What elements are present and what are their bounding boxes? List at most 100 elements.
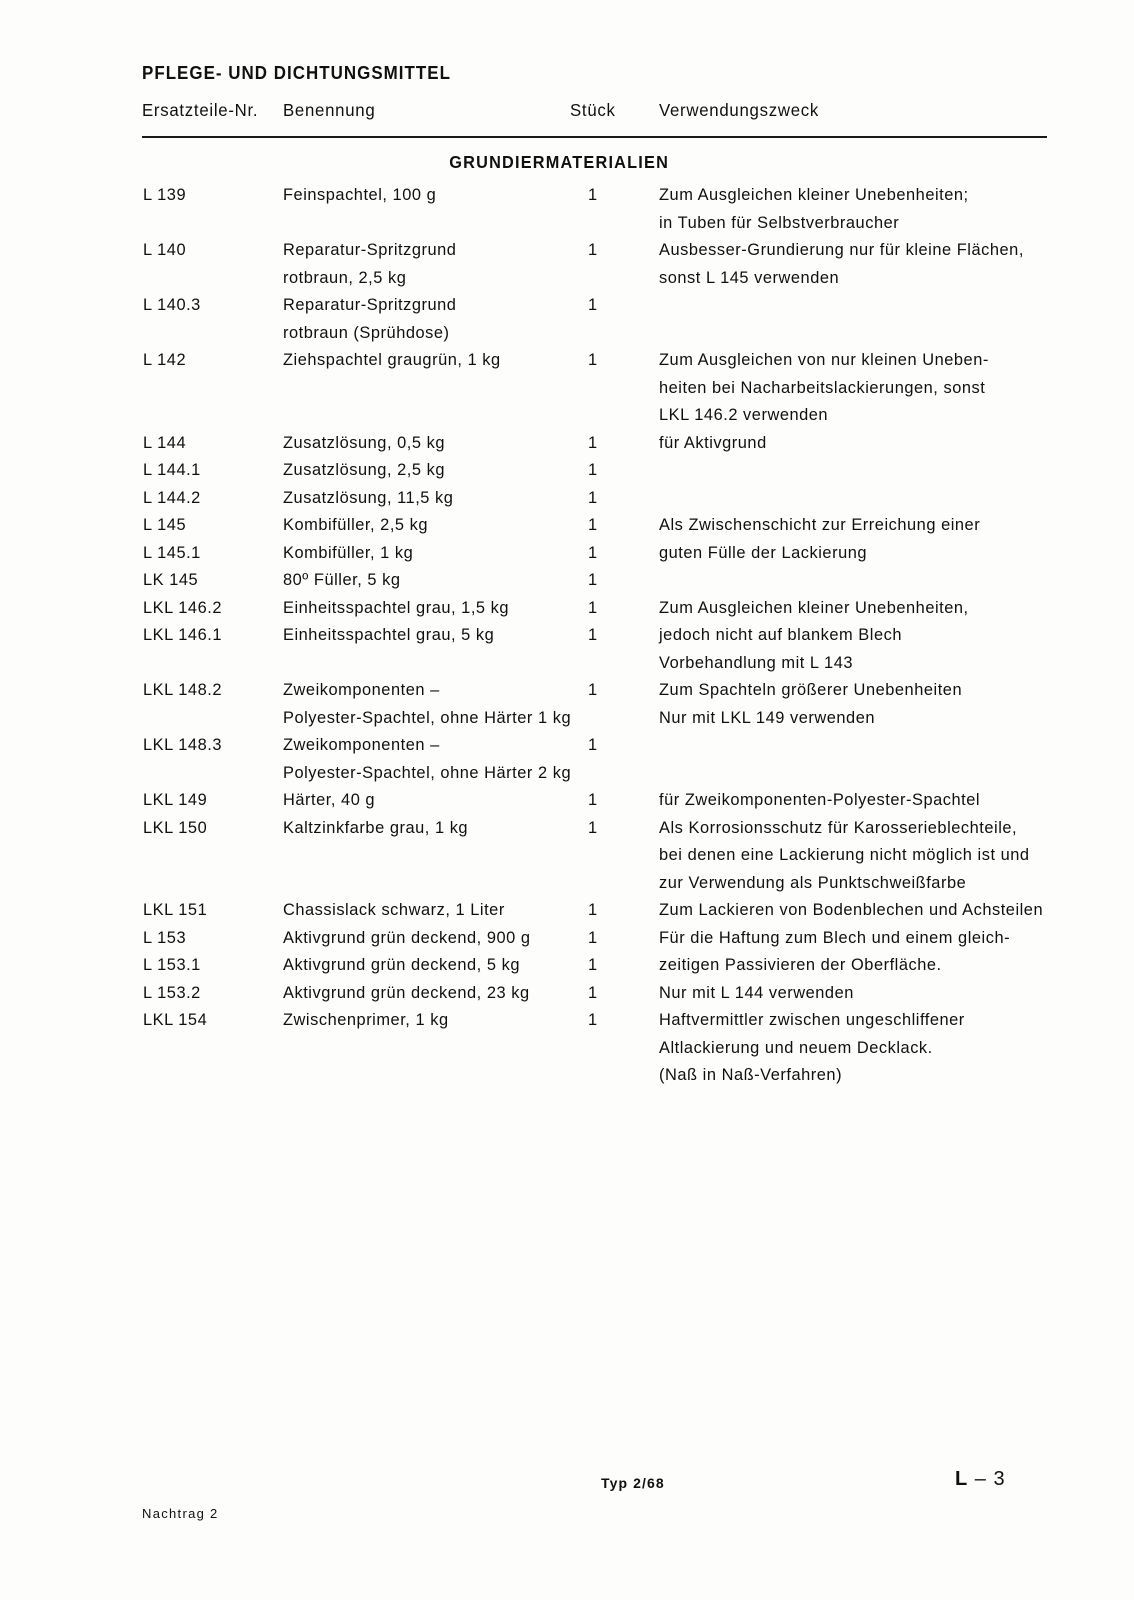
cell-designation: Zusatzlösung, 11,5 kg: [283, 488, 454, 507]
column-header-designation: Benennung: [283, 100, 376, 120]
cell-part-number: L 140: [143, 240, 187, 259]
footer-type-code: Typ 2/68: [601, 1475, 665, 1491]
cell-quantity: 1: [588, 543, 598, 562]
cell-purpose: jedoch nicht auf blankem Blech: [659, 625, 902, 644]
cell-purpose: zeitigen Passivieren der Oberfläche.: [659, 955, 942, 974]
document-title: PFLEGE- UND DICHTUNGSMITTEL: [142, 63, 451, 83]
cell-quantity: 1: [588, 570, 598, 589]
cell-purpose: guten Fülle der Lackierung: [659, 543, 868, 562]
cell-designation: Zusatzlösung, 2,5 kg: [283, 460, 445, 479]
cell-purpose: für Aktivgrund: [659, 433, 767, 452]
footer-supplement: Nachtrag 2: [142, 1506, 219, 1521]
cell-designation: Kombifüller, 1 kg: [283, 543, 414, 562]
cell-part-number: L 153.2: [143, 983, 201, 1002]
cell-part-number: LKL 154: [143, 1010, 208, 1029]
cell-purpose: Altlackierung und neuem Decklack.: [659, 1038, 933, 1057]
cell-part-number: LKL 151: [143, 900, 208, 919]
cell-designation: Zweikomponenten –: [283, 735, 440, 754]
cell-purpose: bei denen eine Lackierung nicht möglich …: [659, 845, 1030, 864]
cell-quantity: 1: [588, 598, 598, 617]
cell-designation: Chassislack schwarz, 1 Liter: [283, 900, 505, 919]
cell-designation: Aktivgrund grün deckend, 5 kg: [283, 955, 520, 974]
cell-quantity: 1: [588, 790, 598, 809]
cell-purpose: Zum Lackieren von Bodenblechen und Achst…: [659, 900, 1044, 919]
cell-purpose: Ausbesser-Grundierung nur für kleine Flä…: [659, 240, 1024, 259]
cell-designation: Aktivgrund grün deckend, 900 g: [283, 928, 531, 947]
cell-designation: rotbraun, 2,5 kg: [283, 268, 407, 287]
cell-part-number: L 144: [143, 433, 187, 452]
cell-designation: 80º Füller, 5 kg: [283, 570, 401, 589]
cell-quantity: 1: [588, 983, 598, 1002]
cell-designation: Polyester-Spachtel, ohne Härter 2 kg: [283, 763, 572, 782]
cell-part-number: L 145.1: [143, 543, 201, 562]
cell-purpose: Haftvermittler zwischen ungeschliffener: [659, 1010, 965, 1029]
cell-designation: Kombifüller, 2,5 kg: [283, 515, 429, 534]
cell-quantity: 1: [588, 680, 598, 699]
cell-purpose: Nur mit LKL 149 verwenden: [659, 708, 876, 727]
cell-designation: Zwischenprimer, 1 kg: [283, 1010, 449, 1029]
cell-quantity: 1: [588, 295, 598, 314]
cell-part-number: LKL 148.3: [143, 735, 222, 754]
cell-designation: Reparatur-Spritzgrund: [283, 240, 457, 259]
cell-quantity: 1: [588, 488, 598, 507]
cell-purpose: Als Zwischenschicht zur Erreichung einer: [659, 515, 981, 534]
footer-page-label: L – 3: [955, 1468, 1006, 1491]
cell-designation: Aktivgrund grün deckend, 23 kg: [283, 983, 530, 1002]
cell-designation: Härter, 40 g: [283, 790, 376, 809]
column-header-quantity: Stück: [570, 100, 616, 120]
footer-page-prefix: L: [955, 1468, 969, 1490]
cell-designation: Kaltzinkfarbe grau, 1 kg: [283, 818, 469, 837]
cell-designation: Einheitsspachtel grau, 5 kg: [283, 625, 495, 644]
cell-purpose: Zum Spachteln größerer Unebenheiten: [659, 680, 963, 699]
header-divider-rule: [142, 136, 1047, 138]
section-heading: GRUNDIERMATERIALIEN: [0, 152, 1134, 173]
cell-part-number: LKL 146.2: [143, 598, 222, 617]
cell-part-number: L 139: [143, 185, 187, 204]
footer-page-number: 3: [993, 1468, 1006, 1490]
cell-designation: Ziehspachtel graugrün, 1 kg: [283, 350, 501, 369]
cell-designation: Zweikomponenten –: [283, 680, 440, 699]
cell-designation: Zusatzlösung, 0,5 kg: [283, 433, 445, 452]
cell-part-number: LK 145: [143, 570, 199, 589]
cell-designation: Reparatur-Spritzgrund: [283, 295, 457, 314]
cell-purpose: LKL 146.2 verwenden: [659, 405, 829, 424]
cell-quantity: 1: [588, 185, 598, 204]
cell-quantity: 1: [588, 900, 598, 919]
cell-purpose: (Naß in Naß-Verfahren): [659, 1065, 843, 1084]
cell-part-number: L 144.2: [143, 488, 201, 507]
cell-part-number: L 145: [143, 515, 187, 534]
cell-quantity: 1: [588, 350, 598, 369]
cell-purpose: sonst L 145 verwenden: [659, 268, 840, 287]
cell-purpose: Für die Haftung zum Blech und einem glei…: [659, 928, 1011, 947]
cell-designation: Einheitsspachtel grau, 1,5 kg: [283, 598, 510, 617]
cell-purpose: heiten bei Nacharbeitslackierungen, sons…: [659, 378, 986, 397]
cell-purpose: in Tuben für Selbstverbraucher: [659, 213, 900, 232]
cell-purpose: Zum Ausgleichen kleiner Unebenheiten;: [659, 185, 969, 204]
cell-part-number: LKL 146.1: [143, 625, 222, 644]
cell-designation: Feinspachtel, 100 g: [283, 185, 437, 204]
cell-purpose: zur Verwendung als Punktschweißfarbe: [659, 873, 967, 892]
cell-quantity: 1: [588, 928, 598, 947]
cell-designation: rotbraun (Sprühdose): [283, 323, 450, 342]
footer-page-dash: –: [974, 1468, 987, 1490]
cell-part-number: LKL 148.2: [143, 680, 222, 699]
cell-quantity: 1: [588, 240, 598, 259]
cell-purpose: Zum Ausgleichen kleiner Unebenheiten,: [659, 598, 969, 617]
cell-quantity: 1: [588, 460, 598, 479]
cell-purpose: Nur mit L 144 verwenden: [659, 983, 854, 1002]
cell-quantity: 1: [588, 515, 598, 534]
column-header-part-number: Ersatzteile-Nr.: [142, 100, 259, 120]
cell-quantity: 1: [588, 1010, 598, 1029]
section-heading-text: GRUNDIERMATERIALIEN: [449, 152, 669, 172]
cell-designation: Polyester-Spachtel, ohne Härter 1 kg: [283, 708, 572, 727]
cell-part-number: L 144.1: [143, 460, 201, 479]
cell-quantity: 1: [588, 818, 598, 837]
cell-part-number: LKL 149: [143, 790, 208, 809]
cell-quantity: 1: [588, 433, 598, 452]
cell-purpose: Zum Ausgleichen von nur kleinen Uneben-: [659, 350, 989, 369]
cell-purpose: Als Korrosionsschutz für Karosserieblech…: [659, 818, 1018, 837]
cell-part-number: L 140.3: [143, 295, 201, 314]
cell-purpose: für Zweikomponenten-Polyester-Spachtel: [659, 790, 981, 809]
cell-part-number: LKL 150: [143, 818, 208, 837]
